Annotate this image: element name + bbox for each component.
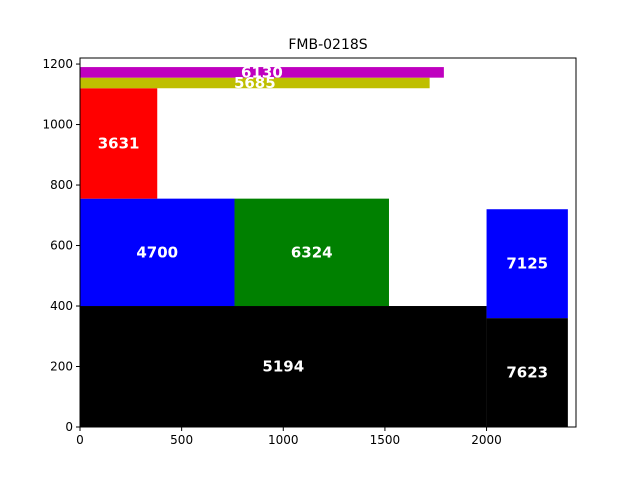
y-tick-label-200: 200 (50, 360, 73, 374)
rect-7125 (486, 209, 568, 319)
chart-title: FMB-0218S (288, 37, 367, 53)
rect-5194 (80, 306, 487, 427)
axes: 0 500 1000 1500 2000 0 200 400 600 800 1000 1200 (42, 57, 577, 447)
rect-6130 (80, 67, 444, 78)
rect-label-4700: 4700 (136, 243, 178, 261)
x-tick-label-2000: 2000 (471, 433, 502, 447)
y-tick-label-1200: 1200 (42, 57, 73, 71)
rect-label-5194: 5194 (262, 358, 304, 376)
rect-label-7125: 7125 (506, 255, 548, 273)
rect-5685 (80, 77, 430, 89)
rect-4700 (80, 198, 235, 307)
x-tick-label-0: 0 (76, 433, 84, 447)
y-tick-label-600: 600 (50, 239, 73, 253)
y-tick-label-400: 400 (50, 299, 73, 313)
y-tick-label-800: 800 (50, 178, 73, 192)
x-tick-label-1000: 1000 (268, 433, 299, 447)
rect-label-6130: 6130 (241, 63, 283, 81)
plot-frame (79, 57, 577, 428)
rect-label-6324: 6324 (291, 243, 333, 261)
rect-label-7623: 7623 (506, 364, 548, 382)
y-tick-label-1000: 1000 (42, 118, 73, 132)
rect-label-5685: 5685 (234, 74, 276, 92)
x-tick-label-500: 500 (170, 433, 193, 447)
rect-7623 (486, 318, 568, 427)
rect-3631 (80, 88, 158, 199)
x-tick-label-1500: 1500 (370, 433, 401, 447)
y-tick-label-0: 0 (65, 420, 73, 434)
rect-label-3631: 3631 (98, 134, 140, 152)
rect-6324 (234, 198, 389, 307)
